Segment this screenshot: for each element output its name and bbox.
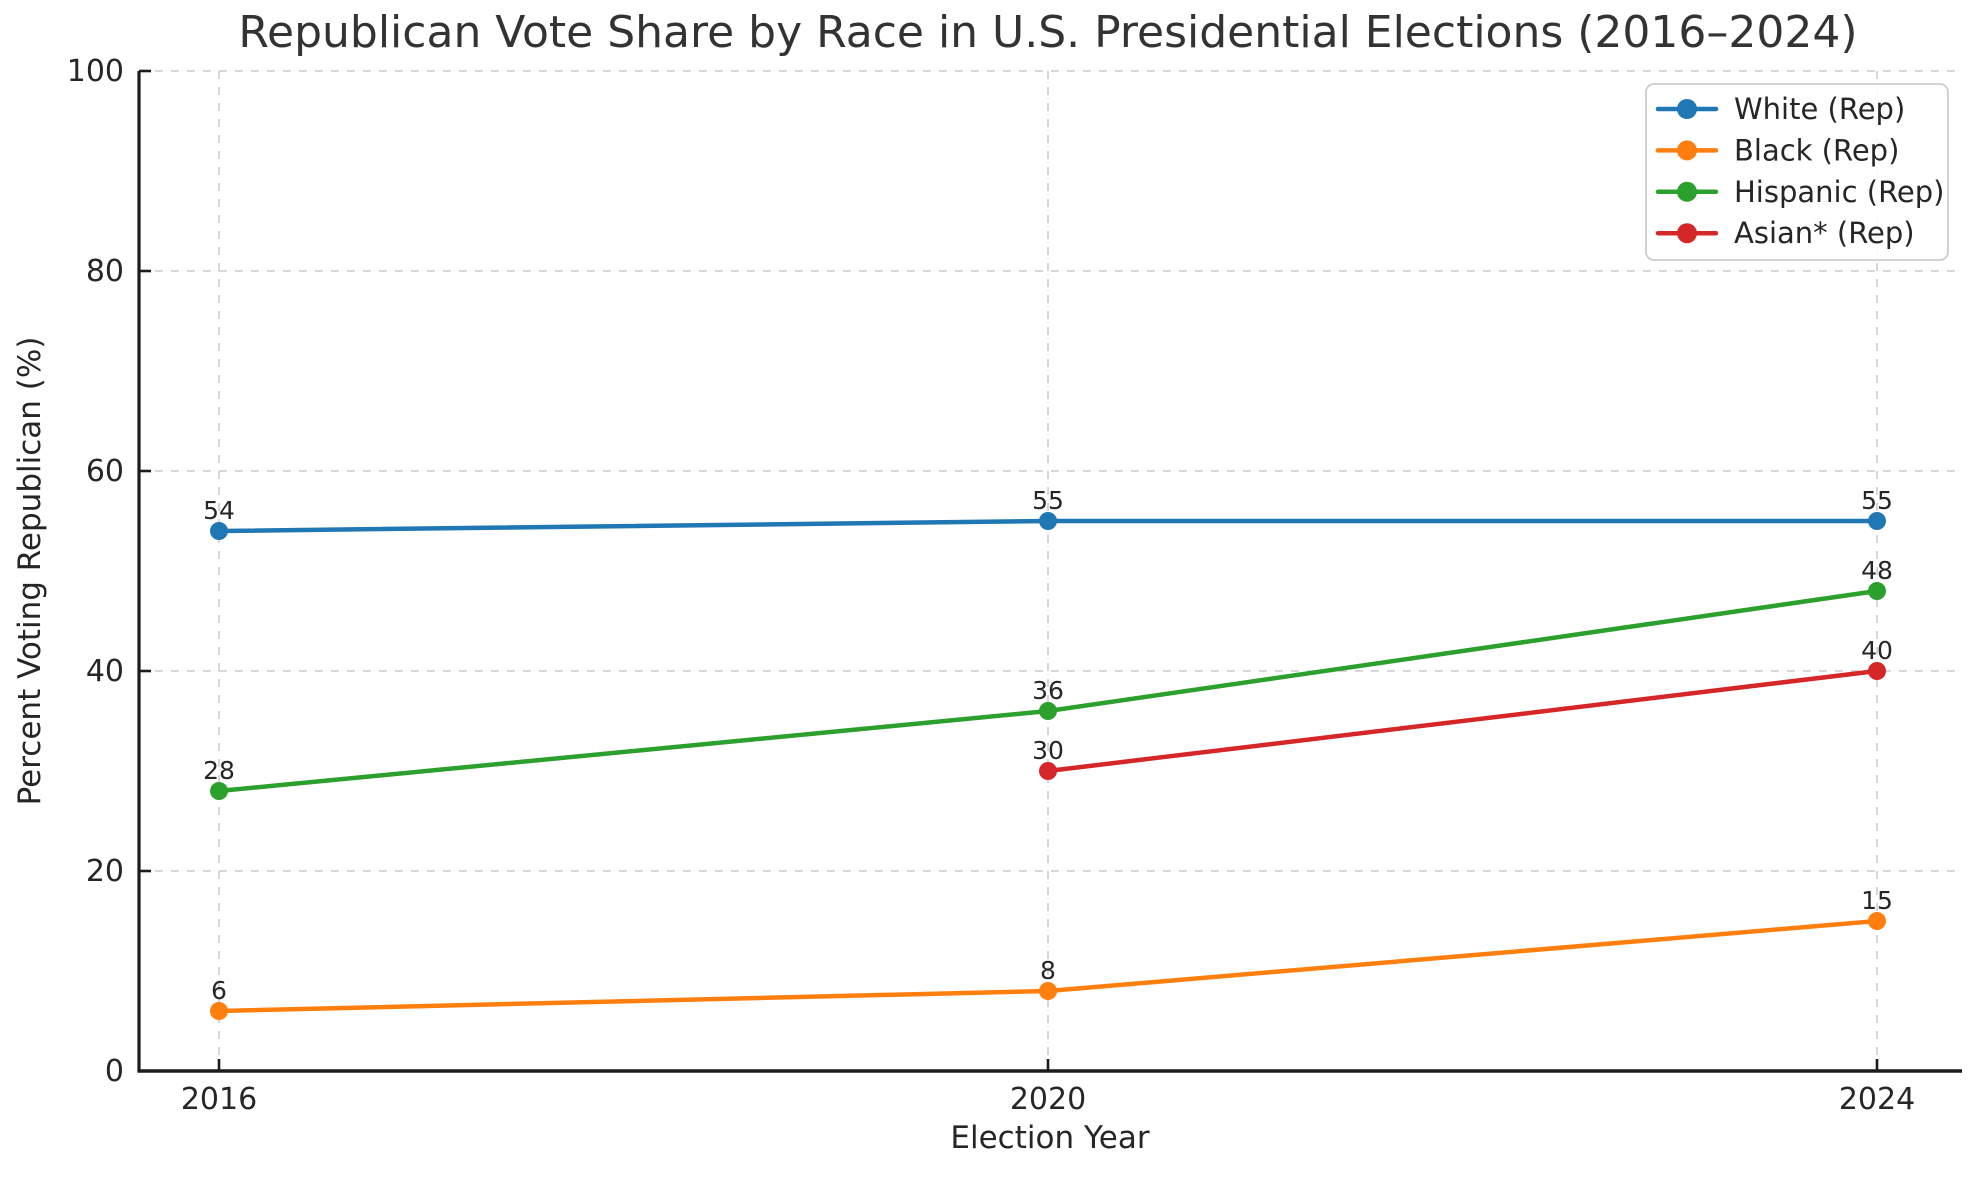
- data-point-hispanic-rep: [1868, 582, 1886, 600]
- data-point-label: 6: [211, 976, 227, 1005]
- x-tick-label: 2016: [181, 1082, 257, 1117]
- data-point-labels: 54 55 55 6 8 15 28 36 48 30 40: [203, 486, 1893, 1005]
- legend: White (Rep) Black (Rep) Hispanic (Rep) Asia…: [1645, 83, 1949, 261]
- data-series: [210, 512, 1886, 1020]
- data-point-label: 30: [1032, 736, 1064, 765]
- data-point-hispanic-rep: [210, 782, 228, 800]
- data-point-asian-rep: [1868, 662, 1886, 680]
- y-tick-label: 40: [86, 654, 124, 689]
- chart-title: Republican Vote Share by Race in U.S. Pr…: [238, 7, 1857, 58]
- legend-label: Asian* (Rep): [1734, 216, 1915, 250]
- legend-marker: [1677, 99, 1697, 119]
- data-point-white-rep: [210, 522, 228, 540]
- data-point-label: 55: [1861, 486, 1893, 515]
- data-point-black-rep: [1039, 982, 1057, 1000]
- legend-label: Black (Rep): [1734, 133, 1899, 167]
- data-point-label: 8: [1040, 956, 1056, 985]
- legend-marker: [1677, 140, 1697, 161]
- x-axis-label: Election Year: [950, 1120, 1149, 1156]
- data-point-white-rep: [1039, 512, 1057, 530]
- legend-marker: [1677, 181, 1697, 202]
- data-point-label: 15: [1861, 886, 1893, 915]
- data-point-asian-rep: [1039, 762, 1057, 780]
- data-point-black-rep: [1868, 912, 1886, 930]
- data-point-label: 48: [1861, 556, 1893, 585]
- x-tick-label: 2024: [1839, 1082, 1915, 1117]
- legend-label: Hispanic (Rep): [1734, 175, 1944, 209]
- y-tick-label: 20: [86, 854, 124, 889]
- series-line-asian-rep: [1045, 668, 1880, 774]
- y-tick-label: 80: [86, 254, 124, 289]
- axes: [137, 69, 1962, 1073]
- data-point-label: 28: [203, 756, 235, 785]
- y-tick-label: 100: [67, 54, 124, 89]
- y-tick-label: 60: [86, 454, 124, 489]
- data-point-label: 54: [203, 496, 235, 525]
- data-point-white-rep: [1868, 512, 1886, 530]
- legend-marker: [1677, 223, 1697, 244]
- data-point-black-rep: [210, 1002, 228, 1020]
- legend-box: [1645, 83, 1949, 261]
- legend-label: White (Rep): [1734, 92, 1905, 126]
- tick-labels: 2016 2020 2024 0 20 40 60 80 100: [67, 54, 1915, 1117]
- data-point-label: 36: [1032, 676, 1064, 705]
- data-point-label: 55: [1032, 486, 1064, 515]
- data-point-hispanic-rep: [1039, 702, 1057, 720]
- x-tick-label: 2020: [1010, 1082, 1086, 1117]
- y-axis-label: Percent Voting Republican (%): [12, 337, 48, 806]
- y-tick-label: 0: [105, 1054, 124, 1089]
- data-point-label: 40: [1861, 636, 1893, 665]
